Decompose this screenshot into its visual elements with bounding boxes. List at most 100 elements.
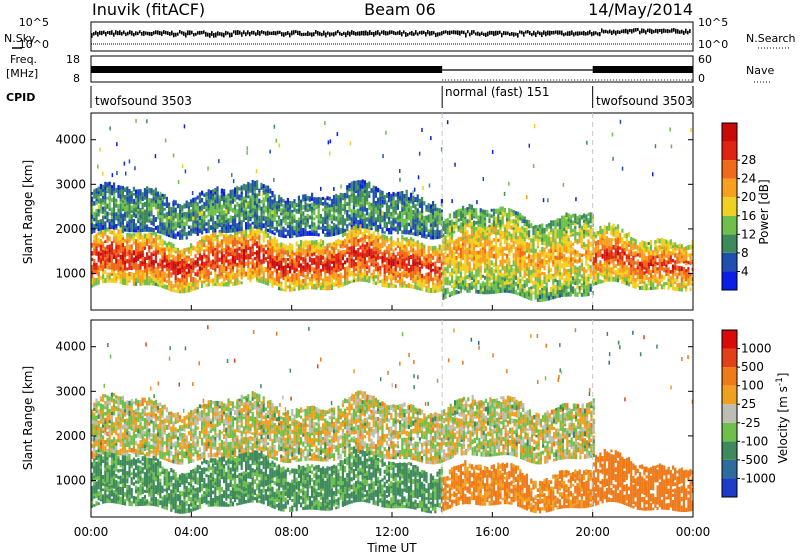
power-cell <box>256 209 259 215</box>
power-cell <box>220 188 223 193</box>
power-cell <box>399 211 402 215</box>
freq-label: Freq. <box>10 53 37 66</box>
power-cell <box>368 249 371 254</box>
power-cell <box>302 282 305 286</box>
power-cell <box>499 235 502 239</box>
noise-sample <box>335 31 337 36</box>
power-cell <box>102 273 105 279</box>
power-cell <box>479 219 482 224</box>
power-cell <box>238 237 241 242</box>
power-cell <box>383 212 386 217</box>
power-cell <box>121 260 124 265</box>
power-cell <box>304 252 307 256</box>
power-cell <box>348 199 351 203</box>
power-cell <box>335 263 338 267</box>
power-cell <box>236 234 239 238</box>
power-cell <box>172 284 175 288</box>
power-cell <box>366 265 369 270</box>
power-cell <box>326 261 329 267</box>
power-cell <box>470 281 473 286</box>
power-cell <box>154 282 157 286</box>
power-cell <box>291 247 294 251</box>
power-cell <box>240 201 243 205</box>
power-cell <box>201 218 204 224</box>
power-cell <box>341 265 344 270</box>
power-cell <box>190 202 193 208</box>
power-cell <box>444 267 447 272</box>
power-cell <box>275 272 278 277</box>
power-cell <box>240 220 243 224</box>
power-cell <box>198 195 201 201</box>
power-cell <box>379 194 382 198</box>
power-cell <box>363 224 366 229</box>
noise-sample <box>583 30 585 36</box>
power-cell <box>311 274 314 279</box>
power-cell <box>225 233 228 238</box>
power-cell <box>253 220 256 225</box>
power-cell <box>157 198 160 204</box>
power-cell <box>374 186 377 191</box>
power-cell <box>508 213 511 217</box>
power-cell <box>218 229 221 233</box>
power-cell <box>216 274 219 277</box>
power-cell <box>359 272 362 276</box>
power-cell <box>501 246 504 251</box>
power-cell <box>95 249 98 254</box>
power-cell <box>137 204 140 209</box>
power-cell <box>212 278 215 283</box>
power-cell <box>541 250 544 255</box>
power-cell <box>492 283 495 288</box>
power-cell <box>370 202 373 207</box>
power-cell <box>223 226 226 230</box>
power-cell <box>157 265 160 270</box>
noise-sample <box>427 30 429 35</box>
power-cell <box>104 186 107 190</box>
power-cell <box>216 246 219 252</box>
power-cell <box>466 212 469 216</box>
power-cell <box>523 227 526 233</box>
power-cell <box>249 254 252 260</box>
power-cell <box>525 230 528 236</box>
power-cell <box>464 231 467 237</box>
power-cell <box>251 180 254 185</box>
noise-sample <box>117 31 119 36</box>
power-cell <box>258 198 261 204</box>
power-cell <box>150 252 153 258</box>
power-cell <box>289 270 292 274</box>
power-cell <box>530 274 533 277</box>
power-cell <box>468 241 471 245</box>
power-cell <box>401 206 404 209</box>
power-cell <box>249 209 252 214</box>
power-cell <box>269 226 272 230</box>
power-cell <box>473 251 476 257</box>
power-cell <box>470 209 473 214</box>
power-cell <box>368 191 371 196</box>
power-cell <box>462 229 465 234</box>
power-cell <box>106 245 109 249</box>
power-cell <box>517 219 520 224</box>
power-cell <box>337 203 340 207</box>
power-cell <box>421 277 424 283</box>
power-cell <box>97 191 100 194</box>
power-cell <box>172 233 175 239</box>
power-cell <box>256 223 259 226</box>
power-cell <box>190 288 193 292</box>
power-cell <box>121 208 124 212</box>
power-cell <box>495 289 498 294</box>
power-cell <box>497 278 500 283</box>
power-cell <box>401 271 404 277</box>
power-cell <box>361 216 364 220</box>
power-cell <box>135 255 138 259</box>
power-cell <box>355 232 358 237</box>
power-cell <box>436 287 439 293</box>
power-cell <box>534 248 537 253</box>
power-cell <box>521 236 524 239</box>
power-cell <box>106 274 109 278</box>
power-cell <box>249 185 252 190</box>
power-cell <box>490 222 493 227</box>
power-cell <box>194 277 197 283</box>
power-cell <box>337 268 340 272</box>
power-cell <box>405 257 408 261</box>
power-cell <box>497 238 500 242</box>
power-cell <box>168 244 171 249</box>
